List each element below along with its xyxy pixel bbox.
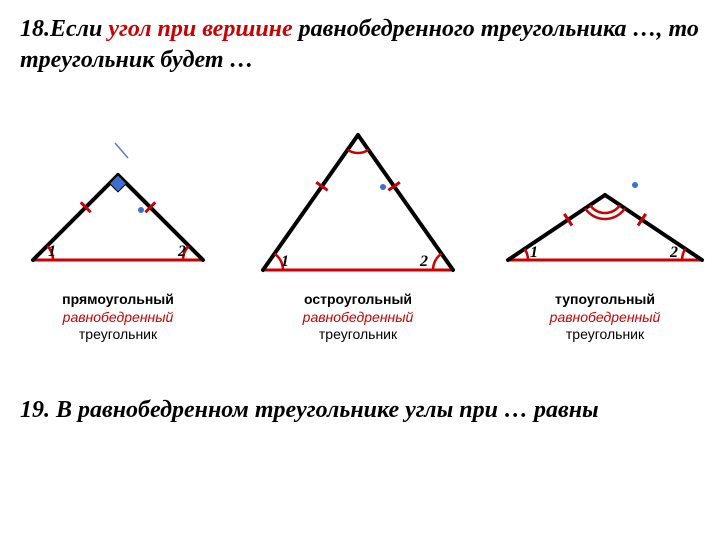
triangle-svg [500, 145, 710, 285]
base-angle-label: 2 [420, 253, 428, 271]
base-angle-label: 1 [281, 253, 289, 271]
caption-line-1: остроугольный [248, 291, 468, 309]
base-angle-label: 2 [178, 243, 186, 261]
triangle-diagrams: 1 2 прямоугольный равнобедренный треуголь… [0, 125, 720, 355]
caption-line-2: равнобедренный [500, 309, 710, 327]
base-angle-label: 2 [670, 244, 678, 262]
q19-text: 19. В равнобедренном треугольнике углы п… [20, 397, 599, 423]
caption-line-2: равнобедренный [18, 309, 218, 327]
caption-line-3: треугольник [248, 326, 468, 344]
caption-line-3: треугольник [18, 326, 218, 344]
triangle-caption: тупоугольный равнобедренный треугольник [500, 291, 710, 344]
triangle-caption: прямоугольный равнобедренный треугольник [18, 291, 218, 344]
base-angle-label: 1 [48, 243, 56, 261]
triangle-caption: остроугольный равнобедренный треугольник [248, 291, 468, 344]
caption-line-1: тупоугольный [500, 291, 710, 309]
triangle-obtuse: 1 2 тупоугольный равнобедренный треугольн… [500, 145, 710, 344]
question-19: 19. В равнобедренном треугольнике углы п… [20, 395, 710, 426]
caption-line-3: треугольник [500, 326, 710, 344]
triangle-right: 1 2 прямоугольный равнобедренный треуголь… [18, 145, 218, 344]
caption-line-2: равнобедренный [248, 309, 468, 327]
triangle-svg [18, 145, 218, 285]
caption-line-1: прямоугольный [18, 291, 218, 309]
triangle-acute: 1 2 остроугольный равнобедренный треуголь… [248, 125, 468, 344]
base-angle-label: 1 [530, 244, 538, 262]
